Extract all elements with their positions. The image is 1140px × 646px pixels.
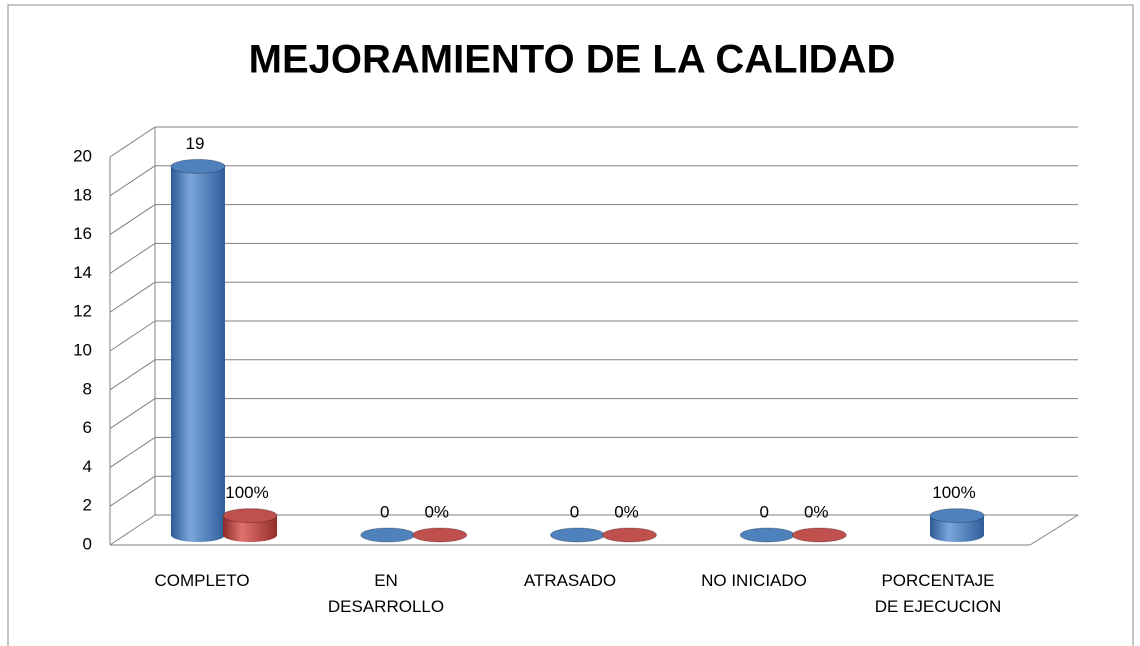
data-label: 0% — [804, 502, 829, 521]
grid-line — [109, 165, 156, 197]
bar — [360, 527, 416, 543]
data-label: 100% — [932, 483, 975, 502]
y-tick-label: 16 — [73, 224, 92, 243]
bar-top — [602, 527, 657, 543]
grid-line — [109, 320, 156, 352]
bar-top — [739, 527, 795, 543]
y-tick-label: 12 — [73, 302, 92, 321]
bar-top — [929, 508, 985, 524]
y-tick-label: 18 — [73, 185, 92, 204]
grid-line — [109, 398, 156, 430]
bar-body — [171, 166, 225, 542]
chart-title: MEJORAMIENTO DE LA CALIDAD — [249, 38, 896, 82]
grid-line — [109, 204, 156, 236]
bar-top — [550, 527, 605, 543]
x-tick-label: ATRASADO — [523, 571, 617, 590]
bar-top — [791, 527, 847, 543]
bar-body — [223, 515, 277, 542]
bar — [412, 527, 468, 543]
bar — [170, 158, 226, 542]
grid-line — [109, 281, 156, 313]
data-label: 0 — [570, 502, 579, 521]
data-label: 100% — [225, 483, 268, 502]
bar — [222, 508, 278, 542]
y-tick-label: 6 — [83, 418, 92, 437]
grid-line — [109, 242, 156, 274]
y-tick-label: 0 — [83, 534, 92, 553]
data-label: 0 — [760, 502, 769, 521]
x-tick-label: EN DESARROLLO — [327, 571, 445, 616]
bar — [929, 508, 985, 542]
bar-body — [930, 515, 984, 542]
floor-edge — [1029, 514, 1079, 546]
bar-top — [412, 527, 468, 543]
x-tick-label: COMPLETO — [154, 571, 250, 590]
bar-top — [170, 158, 226, 174]
x-tick-label: NO INICIADO — [701, 571, 807, 590]
bar-top — [222, 508, 278, 524]
y-tick-label: 14 — [73, 263, 92, 282]
bar — [550, 527, 605, 543]
grid-line — [109, 359, 156, 391]
data-label: 0 — [380, 502, 389, 521]
data-label: 0% — [614, 502, 639, 521]
grid-line — [109, 514, 156, 546]
y-tick-label: 10 — [73, 340, 92, 359]
grid-line — [109, 475, 156, 507]
x-tick-label: PORCENTAJE DE EJECUCION — [874, 571, 1002, 616]
y-tick-label: 20 — [73, 146, 92, 165]
bar — [602, 527, 657, 543]
data-label: 0% — [424, 502, 449, 521]
frame — [7, 4, 1134, 646]
y-tick-label: 2 — [83, 496, 92, 515]
grid-line — [109, 126, 156, 158]
y-tick-label: 8 — [83, 379, 92, 398]
y-tick-label: 4 — [83, 457, 92, 476]
bar — [739, 527, 795, 543]
bar-top — [360, 527, 416, 543]
bar — [791, 527, 847, 543]
grid-line — [109, 436, 156, 468]
data-label: 19 — [186, 134, 205, 153]
